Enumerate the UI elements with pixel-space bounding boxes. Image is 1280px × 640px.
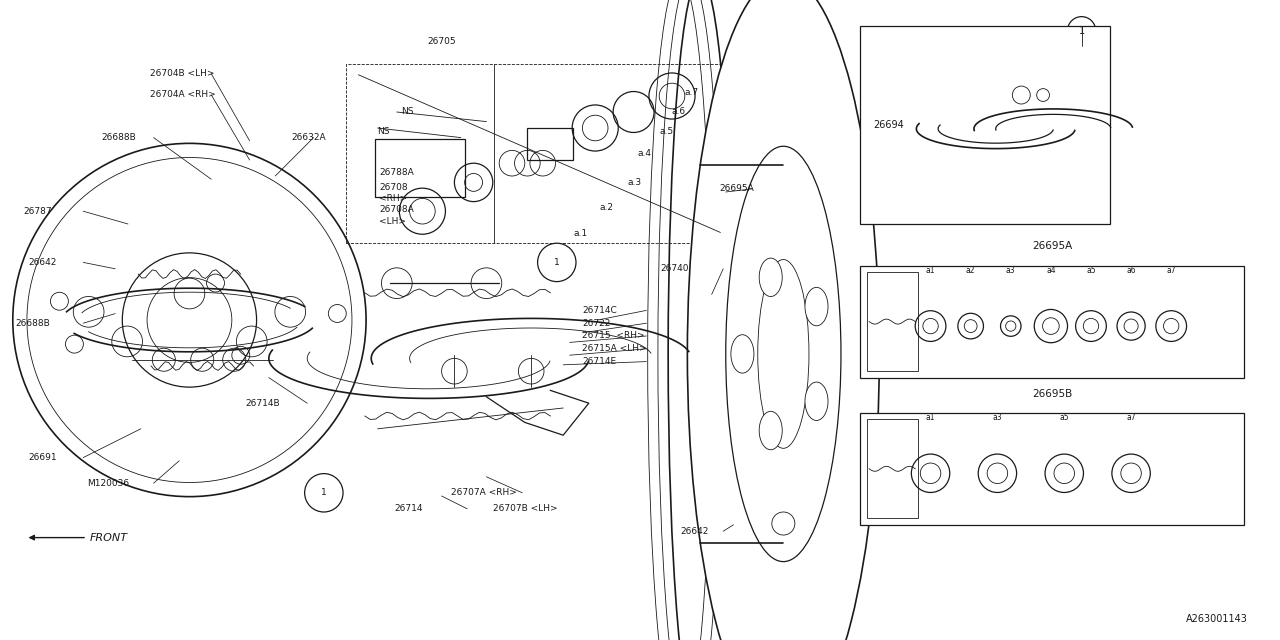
Text: a2: a2	[966, 266, 975, 275]
Text: a1: a1	[925, 266, 936, 275]
Text: 26714: 26714	[394, 504, 422, 513]
Text: 26704B <LH>: 26704B <LH>	[150, 69, 214, 78]
Text: a7: a7	[1126, 413, 1135, 422]
Bar	[527, 128, 573, 160]
Text: 26787: 26787	[23, 207, 51, 216]
Bar	[860, 413, 1244, 525]
Text: 26695B: 26695B	[1032, 388, 1073, 399]
Text: a1: a1	[925, 413, 936, 422]
Text: FRONT: FRONT	[90, 532, 128, 543]
Text: a3: a3	[1006, 266, 1015, 275]
Text: 26788A: 26788A	[379, 168, 413, 177]
Text: a.6: a.6	[672, 108, 686, 116]
Text: a4: a4	[1046, 266, 1056, 275]
Text: 1: 1	[321, 488, 326, 497]
Text: a.7: a.7	[685, 88, 699, 97]
Ellipse shape	[759, 412, 782, 450]
Text: 26740: 26740	[660, 264, 689, 273]
Text: 26695A: 26695A	[719, 184, 754, 193]
Text: 26705: 26705	[428, 37, 456, 46]
Bar	[860, 26, 1110, 224]
Text: a5: a5	[1060, 413, 1069, 422]
Ellipse shape	[538, 243, 576, 282]
Text: NS: NS	[401, 108, 413, 116]
Bar	[375, 139, 465, 196]
Bar	[860, 266, 1244, 378]
Text: <RH>: <RH>	[379, 194, 407, 203]
Text: 26707A <RH>: 26707A <RH>	[451, 488, 516, 497]
Text: 26704A <RH>: 26704A <RH>	[150, 90, 215, 99]
Ellipse shape	[726, 146, 841, 562]
Text: a7: a7	[1166, 266, 1176, 275]
Ellipse shape	[305, 474, 343, 512]
Text: 26714B: 26714B	[246, 399, 280, 408]
Text: 26694: 26694	[873, 120, 904, 130]
Text: a.1: a.1	[573, 229, 588, 238]
Text: M120036: M120036	[87, 479, 129, 488]
Text: a6: a6	[1126, 266, 1135, 275]
Ellipse shape	[805, 382, 828, 420]
Text: 1: 1	[554, 258, 559, 267]
Text: 26708A: 26708A	[379, 205, 413, 214]
Text: 26688B: 26688B	[15, 319, 50, 328]
Text: 26642: 26642	[28, 258, 56, 267]
Bar	[867, 419, 918, 518]
Text: 26691: 26691	[28, 453, 56, 462]
Text: 26714E: 26714E	[582, 357, 617, 366]
Text: a.4: a.4	[637, 149, 652, 158]
Text: 26632A: 26632A	[292, 133, 326, 142]
Text: a.2: a.2	[599, 204, 613, 212]
Text: 26715A <LH>: 26715A <LH>	[582, 344, 646, 353]
Text: A263001143: A263001143	[1187, 614, 1248, 624]
Text: 26688B: 26688B	[101, 133, 136, 142]
Text: a3: a3	[992, 413, 1002, 422]
Text: 1: 1	[1079, 26, 1084, 36]
Text: 26707B <LH>: 26707B <LH>	[493, 504, 557, 513]
Text: <LH>: <LH>	[379, 217, 406, 226]
Bar	[867, 272, 918, 371]
Text: 26642: 26642	[681, 527, 709, 536]
Ellipse shape	[758, 260, 809, 448]
Bar	[346, 64, 736, 243]
Text: 26722: 26722	[582, 319, 611, 328]
Ellipse shape	[759, 258, 782, 296]
Text: 26714C: 26714C	[582, 306, 617, 315]
Text: NS: NS	[378, 127, 390, 136]
Text: a.3: a.3	[627, 178, 641, 187]
Text: a.5: a.5	[659, 127, 673, 136]
Text: a5: a5	[1087, 266, 1096, 275]
Text: 26708: 26708	[379, 183, 407, 192]
Ellipse shape	[805, 287, 828, 326]
Ellipse shape	[731, 335, 754, 373]
Text: 26715  <RH>: 26715 <RH>	[582, 332, 645, 340]
Ellipse shape	[687, 0, 879, 640]
Text: 26695A: 26695A	[1032, 241, 1073, 252]
